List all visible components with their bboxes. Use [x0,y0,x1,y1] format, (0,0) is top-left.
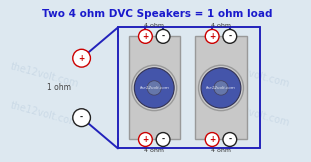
Text: the12volt.com: the12volt.com [9,61,80,89]
Text: 4 ohm: 4 ohm [144,148,164,153]
Circle shape [201,68,241,108]
Circle shape [134,68,174,108]
Circle shape [138,29,152,43]
Circle shape [138,133,152,146]
Text: -: - [228,32,231,41]
Text: -: - [161,32,165,41]
Text: +: + [78,54,85,63]
Text: +: + [209,135,215,144]
Text: the12volt.com: the12volt.com [9,101,80,129]
Text: -: - [228,135,231,144]
Text: 4 ohm: 4 ohm [211,148,231,153]
Circle shape [205,133,219,146]
Circle shape [214,81,228,95]
Text: +: + [142,135,149,144]
Text: -: - [80,113,83,122]
Circle shape [205,29,219,43]
Circle shape [156,29,170,43]
Text: 4 ohm: 4 ohm [211,23,231,28]
Text: +: + [209,32,215,41]
Text: +: + [142,32,149,41]
Circle shape [132,65,177,111]
Text: 4 ohm: 4 ohm [144,23,164,28]
Text: the12volt.com: the12volt.com [220,101,291,129]
Bar [129,36,180,139]
Circle shape [73,49,91,67]
Circle shape [73,109,91,127]
Circle shape [147,81,161,95]
Text: the12volt.com: the12volt.com [220,61,291,89]
Text: Two 4 ohm DVC Speakers = 1 ohm load: Two 4 ohm DVC Speakers = 1 ohm load [42,9,272,19]
Text: 1 ohm: 1 ohm [47,83,71,93]
Text: -: - [161,135,165,144]
Circle shape [198,65,244,111]
Circle shape [223,133,237,146]
Text: the12volt.com: the12volt.com [206,86,236,90]
Bar [195,36,247,139]
Text: the12volt.com: the12volt.com [139,86,169,90]
Circle shape [156,133,170,146]
Circle shape [223,29,237,43]
